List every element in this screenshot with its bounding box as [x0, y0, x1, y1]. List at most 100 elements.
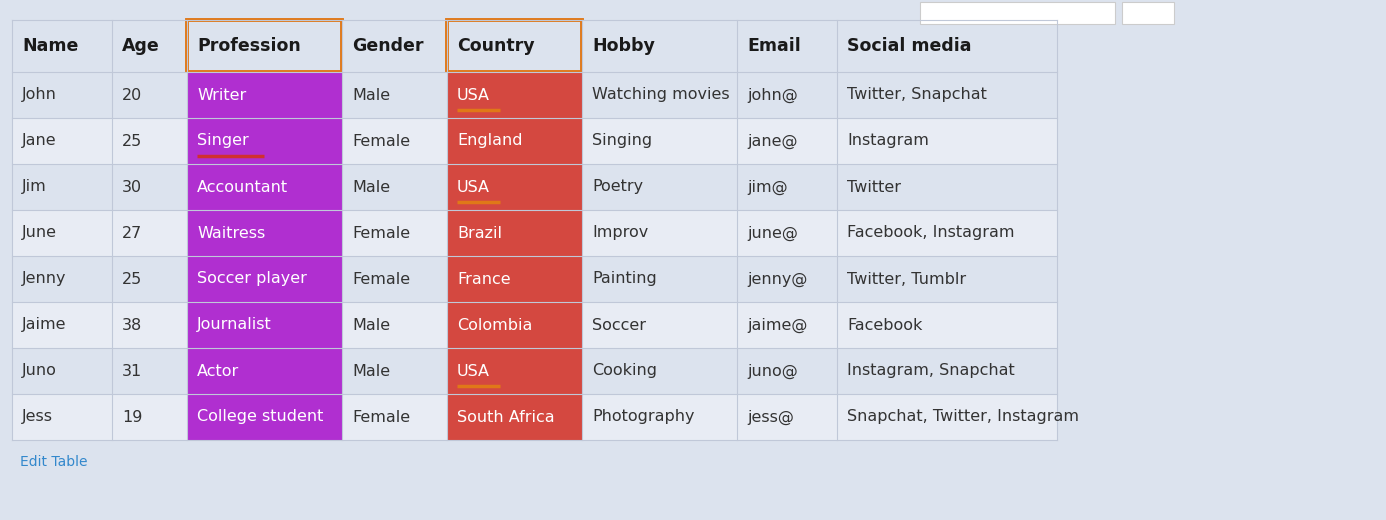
Text: Name: Name [22, 37, 79, 55]
Text: Email: Email [747, 37, 801, 55]
Text: Twitter, Tumblr: Twitter, Tumblr [847, 271, 966, 287]
Bar [187, 256, 342, 302]
Text: Colombia: Colombia [457, 318, 532, 332]
Text: Soccer player: Soccer player [197, 271, 306, 287]
Text: Instagram, Snapchat: Instagram, Snapchat [847, 363, 1015, 379]
Bar [737, 118, 837, 164]
Bar [112, 118, 187, 164]
Bar [1123, 2, 1174, 24]
Text: juno@: juno@ [747, 363, 798, 379]
Bar [342, 72, 448, 118]
Bar [448, 394, 582, 440]
Text: Profession: Profession [197, 37, 301, 55]
Bar [12, 72, 112, 118]
Text: Photography: Photography [592, 410, 694, 424]
Text: Facebook: Facebook [847, 318, 922, 332]
Text: Writer: Writer [197, 87, 247, 102]
Text: Painting: Painting [592, 271, 657, 287]
Bar [187, 164, 342, 210]
Text: England: England [457, 134, 523, 149]
Bar [737, 20, 837, 72]
Bar [112, 210, 187, 256]
Text: Edit Table: Edit Table [19, 455, 87, 469]
Text: jenny@: jenny@ [747, 271, 808, 287]
Bar [448, 72, 582, 118]
Text: Journalist: Journalist [197, 318, 272, 332]
Text: jim@: jim@ [747, 179, 787, 194]
Bar [737, 302, 837, 348]
Bar [112, 20, 187, 72]
Text: Female: Female [352, 134, 410, 149]
Bar [737, 256, 837, 302]
Bar [342, 348, 448, 394]
Bar [342, 210, 448, 256]
Bar [837, 118, 1058, 164]
Bar [920, 2, 1114, 24]
Text: Jane: Jane [22, 134, 57, 149]
Bar [187, 210, 342, 256]
Text: Poetry: Poetry [592, 179, 643, 194]
Bar [582, 302, 737, 348]
Bar [448, 210, 582, 256]
Text: 20: 20 [122, 87, 143, 102]
Text: 25: 25 [122, 134, 143, 149]
Text: 38: 38 [122, 318, 143, 332]
Text: Jenny: Jenny [22, 271, 67, 287]
Text: Hobby: Hobby [592, 37, 654, 55]
Bar [112, 72, 187, 118]
Bar [448, 20, 582, 72]
Text: Female: Female [352, 226, 410, 240]
Bar [187, 72, 342, 118]
Bar [342, 394, 448, 440]
Text: Actor: Actor [197, 363, 240, 379]
Text: Soccer: Soccer [592, 318, 646, 332]
Text: june@: june@ [747, 225, 798, 241]
Text: Cooking: Cooking [592, 363, 657, 379]
Bar [737, 394, 837, 440]
Bar [12, 20, 112, 72]
Bar [342, 302, 448, 348]
Text: Improv: Improv [592, 226, 649, 240]
Text: Twitter: Twitter [847, 179, 901, 194]
Bar [737, 164, 837, 210]
Bar [112, 348, 187, 394]
Text: Male: Male [352, 318, 389, 332]
Bar [187, 302, 342, 348]
Bar [187, 118, 342, 164]
Text: South Africa: South Africa [457, 410, 554, 424]
Text: 19: 19 [122, 410, 143, 424]
Text: USA: USA [457, 363, 491, 379]
Bar [737, 72, 837, 118]
Text: Facebook, Instagram: Facebook, Instagram [847, 226, 1015, 240]
Text: Male: Male [352, 179, 389, 194]
Text: Brazil: Brazil [457, 226, 502, 240]
Bar [582, 210, 737, 256]
Bar [837, 20, 1058, 72]
Text: Instagram: Instagram [847, 134, 929, 149]
Bar [342, 118, 448, 164]
Text: Age: Age [122, 37, 159, 55]
Bar [582, 348, 737, 394]
Bar [582, 394, 737, 440]
Bar [737, 348, 837, 394]
Text: 31: 31 [122, 363, 143, 379]
Bar [837, 394, 1058, 440]
Bar [582, 256, 737, 302]
Bar [342, 20, 448, 72]
Bar [737, 210, 837, 256]
Bar [448, 348, 582, 394]
Text: USA: USA [457, 179, 491, 194]
Bar [12, 302, 112, 348]
Text: Gender: Gender [352, 37, 424, 55]
Text: Male: Male [352, 87, 389, 102]
Text: jane@: jane@ [747, 134, 797, 149]
Bar [12, 210, 112, 256]
Text: Juno: Juno [22, 363, 57, 379]
Bar [582, 164, 737, 210]
Bar [187, 20, 342, 72]
Bar [112, 256, 187, 302]
Bar [12, 348, 112, 394]
Bar [187, 20, 342, 72]
Text: jess@: jess@ [747, 409, 794, 425]
Text: Jaime: Jaime [22, 318, 67, 332]
